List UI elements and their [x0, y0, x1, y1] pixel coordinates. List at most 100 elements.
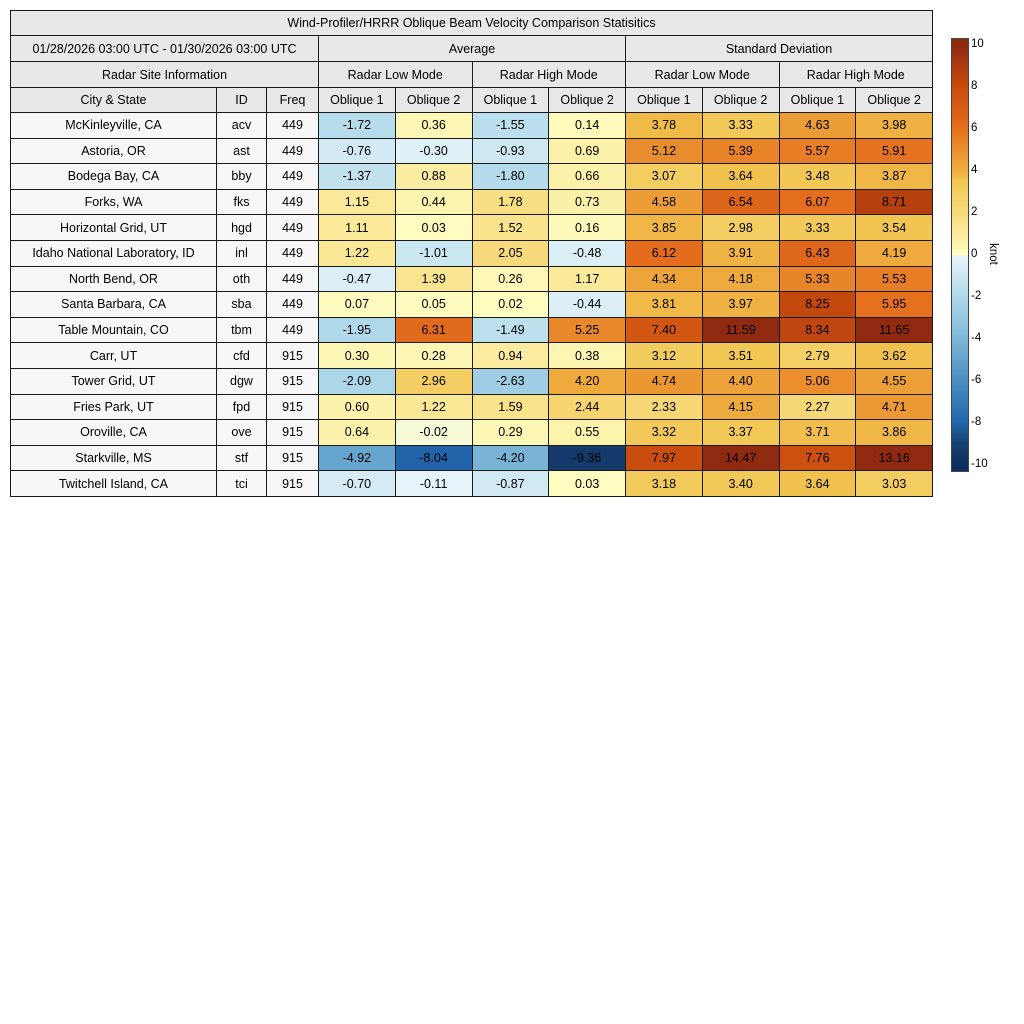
city-cell: Tower Grid, UT	[10, 367, 217, 395]
value-cell: 7.76	[778, 444, 857, 472]
value-cell: 0.36	[394, 112, 473, 139]
city-cell: North Bend, OR	[10, 265, 217, 293]
col-oblique2: Oblique 2	[394, 87, 473, 113]
id-cell: tbm	[216, 316, 267, 344]
value-cell: 0.38	[548, 342, 626, 369]
value-cell: 1.59	[471, 393, 550, 421]
table-row: North Bend, OR oth 449 -0.47 1.39 0.26 1.17 4.3…	[10, 265, 933, 293]
value-cell: 13.16	[855, 444, 933, 472]
group-row-2: Radar Site Information Radar Low Mode Ra…	[10, 61, 933, 88]
avg-low-mode-header: Radar Low Mode	[318, 61, 473, 88]
value-cell: 1.11	[318, 214, 396, 241]
colorbar-tick-label: 8	[971, 80, 978, 92]
value-cell: 0.02	[471, 291, 550, 318]
value-cell: 0.03	[394, 214, 473, 241]
value-cell: 0.66	[548, 163, 626, 190]
id-cell: ove	[216, 419, 267, 446]
value-cell: 0.69	[548, 137, 626, 165]
table-row: Santa Barbara, CA sba 449 0.07 0.05 0.02 -0.44…	[10, 291, 933, 318]
value-cell: 11.65	[855, 316, 933, 344]
table-row: McKinleyville, CA acv 449 -1.72 0.36 -1.55 0.1…	[10, 112, 933, 139]
freq-cell: 915	[266, 444, 319, 472]
value-cell: 0.73	[548, 188, 626, 216]
value-cell: -1.80	[471, 163, 550, 190]
table-row: Bodega Bay, CA bby 449 -1.37 0.88 -1.80 0.66 3.…	[10, 163, 933, 190]
value-cell: 3.07	[625, 163, 703, 190]
value-cell: 0.16	[548, 214, 626, 241]
value-cell: 3.91	[701, 239, 780, 267]
value-cell: 3.81	[625, 291, 703, 318]
id-cell: inl	[216, 239, 267, 267]
colorbar-tick-label: -4	[971, 332, 982, 344]
colorbar-unit-label: knot	[987, 243, 999, 265]
value-cell: 3.54	[855, 214, 933, 241]
value-cell: 3.62	[855, 342, 933, 369]
value-cell: -0.30	[394, 137, 473, 165]
value-cell: 14.47	[701, 444, 780, 472]
value-cell: 4.34	[625, 265, 703, 293]
freq-cell: 449	[266, 214, 319, 241]
value-cell: 0.26	[471, 265, 550, 293]
value-cell: 6.07	[778, 188, 857, 216]
value-cell: -2.09	[318, 367, 396, 395]
value-cell: 7.40	[625, 316, 703, 344]
value-cell: -0.48	[548, 239, 626, 267]
value-cell: 4.19	[855, 239, 933, 267]
value-cell: -9.36	[548, 444, 626, 472]
value-cell: 1.39	[394, 265, 473, 293]
col-city-state: City & State	[10, 87, 217, 113]
value-cell: 8.34	[778, 316, 857, 344]
value-cell: 4.40	[701, 367, 780, 395]
city-cell: Table Mountain, CO	[10, 316, 217, 344]
average-header: Average	[318, 35, 626, 62]
value-cell: 0.03	[548, 470, 626, 497]
value-cell: 6.31	[394, 316, 473, 344]
value-cell: 5.95	[855, 291, 933, 318]
value-cell: 0.30	[318, 342, 396, 369]
value-cell: 0.94	[471, 342, 550, 369]
stats-table: Wind-Profiler/HRRR Oblique Beam Velocity…	[10, 10, 933, 497]
table-row: Oroville, CA ove 915 0.64 -0.02 0.29 0.55 3.32 3…	[10, 419, 933, 446]
table-row: Twitchell Island, CA tci 915 -0.70 -0.11 -0.8…	[10, 470, 933, 497]
freq-cell: 449	[266, 265, 319, 293]
city-cell: Horizontal Grid, UT	[10, 214, 217, 241]
title-row: Wind-Profiler/HRRR Oblique Beam Velocity…	[10, 10, 933, 36]
value-cell: 2.27	[778, 393, 857, 421]
value-cell: 3.51	[701, 342, 780, 369]
table-row: Table Mountain, CO tbm 449 -1.95 6.31 -1.49 5.…	[10, 316, 933, 344]
id-cell: hgd	[216, 214, 267, 241]
colorbar-gradient	[951, 38, 969, 472]
value-cell: 3.97	[701, 291, 780, 318]
colorbar-tick-label: -2	[971, 290, 982, 302]
id-cell: oth	[216, 265, 267, 293]
value-cell: 3.33	[778, 214, 857, 241]
column-header-row: City & State ID Freq Oblique 1 Oblique 2…	[10, 87, 933, 113]
id-cell: stf	[216, 444, 267, 472]
value-cell: -0.76	[318, 137, 396, 165]
colorbar-tick-label: 10	[971, 38, 984, 50]
value-cell: 5.53	[855, 265, 933, 293]
table-body: McKinleyville, CA acv 449 -1.72 0.36 -1.55 0.1…	[10, 112, 933, 497]
value-cell: 4.71	[855, 393, 933, 421]
id-cell: bby	[216, 163, 267, 190]
colorbar-tick-label: 4	[971, 164, 978, 176]
value-cell: -0.02	[394, 419, 473, 446]
value-cell: -0.70	[318, 470, 396, 497]
value-cell: -0.44	[548, 291, 626, 318]
value-cell: 0.05	[394, 291, 473, 318]
value-cell: -1.95	[318, 316, 396, 344]
value-cell: -1.55	[471, 112, 550, 139]
value-cell: 3.85	[625, 214, 703, 241]
id-cell: fpd	[216, 393, 267, 421]
value-cell: 2.79	[778, 342, 857, 369]
city-cell: Bodega Bay, CA	[10, 163, 217, 190]
value-cell: 3.37	[701, 419, 780, 446]
table-row: Horizontal Grid, UT hgd 449 1.11 0.03 1.52 0.1…	[10, 214, 933, 241]
colorbar-tick-label: -6	[971, 374, 982, 386]
value-cell: 0.60	[318, 393, 396, 421]
value-cell: 1.17	[548, 265, 626, 293]
col-id: ID	[216, 87, 267, 113]
freq-cell: 449	[266, 112, 319, 139]
city-cell: Twitchell Island, CA	[10, 470, 217, 497]
value-cell: -8.04	[394, 444, 473, 472]
